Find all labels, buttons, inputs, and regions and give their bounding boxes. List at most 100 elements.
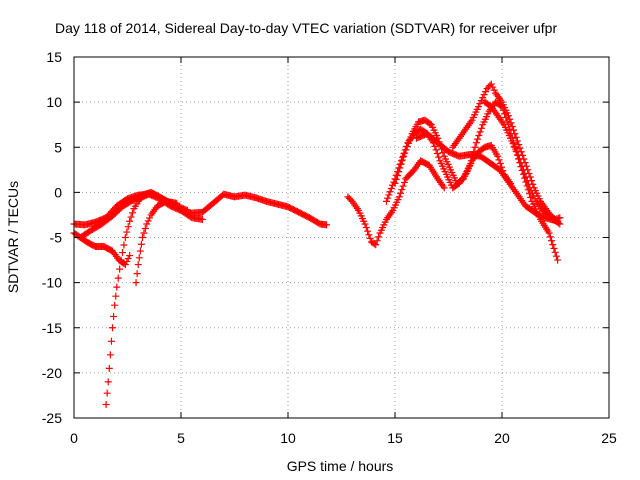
data-point bbox=[403, 143, 411, 151]
data-point bbox=[527, 194, 535, 202]
data-point bbox=[124, 255, 132, 263]
data-point bbox=[517, 159, 525, 167]
x-tick-label: 25 bbox=[601, 430, 617, 446]
data-point bbox=[120, 241, 128, 249]
data-point bbox=[146, 214, 154, 222]
data-point bbox=[132, 279, 140, 287]
y-axis-label: SDTVAR / TECUs bbox=[5, 181, 21, 293]
y-tick-label: -25 bbox=[42, 410, 62, 426]
data-point bbox=[554, 214, 562, 222]
data-point bbox=[385, 191, 393, 199]
series-track bbox=[132, 197, 181, 287]
data-point bbox=[364, 227, 372, 235]
data-point bbox=[395, 168, 403, 176]
data-point bbox=[404, 139, 412, 147]
data-point bbox=[105, 364, 113, 372]
data-point bbox=[518, 162, 526, 170]
data-point bbox=[490, 86, 498, 94]
data-point bbox=[546, 233, 554, 241]
x-tick-label: 20 bbox=[494, 430, 510, 446]
data-point bbox=[556, 220, 564, 228]
data-point bbox=[477, 97, 485, 105]
data-point bbox=[123, 258, 131, 266]
data-point bbox=[435, 153, 443, 161]
data-point bbox=[392, 175, 400, 183]
data-point bbox=[144, 217, 152, 225]
data-point bbox=[373, 237, 381, 245]
data-point bbox=[397, 189, 405, 197]
data-point bbox=[119, 249, 127, 257]
data-point bbox=[508, 122, 516, 130]
data-point bbox=[361, 220, 369, 228]
x-tick-label: 0 bbox=[70, 430, 78, 446]
y-tick-label: 5 bbox=[54, 139, 62, 155]
data-point bbox=[198, 215, 206, 223]
data-point bbox=[104, 378, 112, 386]
data-point bbox=[393, 172, 401, 180]
data-point bbox=[495, 156, 503, 164]
data-point bbox=[362, 224, 370, 232]
data-point bbox=[365, 231, 373, 239]
data-point bbox=[396, 164, 404, 172]
data-point bbox=[466, 161, 474, 169]
data-point bbox=[141, 224, 149, 232]
data-point bbox=[109, 324, 117, 332]
data-point bbox=[426, 120, 434, 128]
data-point bbox=[102, 400, 110, 408]
data-point bbox=[480, 91, 488, 99]
data-point bbox=[523, 177, 531, 185]
data-point bbox=[554, 256, 562, 264]
data-point bbox=[519, 166, 527, 174]
data-point bbox=[549, 241, 557, 249]
data-point bbox=[475, 132, 483, 140]
data-point bbox=[123, 228, 131, 236]
data-point bbox=[366, 234, 374, 242]
data-point bbox=[432, 146, 440, 154]
data-point bbox=[117, 256, 125, 264]
data-point bbox=[386, 188, 394, 196]
y-tick-label: -20 bbox=[42, 365, 62, 381]
data-point bbox=[512, 133, 520, 141]
data-point bbox=[143, 220, 151, 228]
y-tick-label: 15 bbox=[46, 49, 62, 65]
chart-title: Day 118 of 2014, Sidereal Day-to-day VTE… bbox=[55, 20, 557, 36]
data-point bbox=[113, 283, 121, 291]
data-point bbox=[507, 119, 515, 127]
data-point bbox=[372, 241, 380, 249]
data-point bbox=[479, 94, 487, 102]
y-tick-label: -15 bbox=[42, 320, 62, 336]
data-point bbox=[391, 179, 399, 187]
data-point bbox=[401, 149, 409, 157]
data-point bbox=[406, 136, 414, 144]
data-point bbox=[467, 157, 475, 165]
data-point bbox=[494, 152, 502, 160]
data-point bbox=[128, 209, 136, 217]
data-point bbox=[398, 186, 406, 194]
data-point bbox=[496, 159, 504, 167]
data-point bbox=[135, 254, 143, 262]
y-tick-label: -10 bbox=[42, 275, 62, 291]
axis-ticks: 0 5 10 15 20 25 -25 -20 -15 -10 -5 0 5 10 15 bbox=[42, 49, 617, 446]
y-tick-label: 10 bbox=[46, 94, 62, 110]
data-point bbox=[183, 206, 191, 214]
data-point bbox=[477, 124, 485, 132]
data-point bbox=[506, 115, 514, 123]
data-point bbox=[399, 182, 407, 190]
data-point bbox=[107, 337, 115, 345]
data-point bbox=[133, 270, 141, 278]
data-point bbox=[395, 193, 403, 201]
data-point bbox=[521, 169, 529, 177]
data-point bbox=[121, 234, 129, 241]
y-tick-label: 0 bbox=[54, 184, 62, 200]
data-point bbox=[138, 234, 146, 241]
data-point bbox=[106, 351, 114, 359]
data-point bbox=[400, 152, 408, 160]
data-point bbox=[482, 88, 490, 96]
data-point bbox=[548, 237, 556, 245]
data-point bbox=[375, 233, 383, 241]
data-point bbox=[471, 143, 479, 151]
y-tick-label: -5 bbox=[50, 230, 63, 246]
data-point bbox=[127, 213, 135, 221]
